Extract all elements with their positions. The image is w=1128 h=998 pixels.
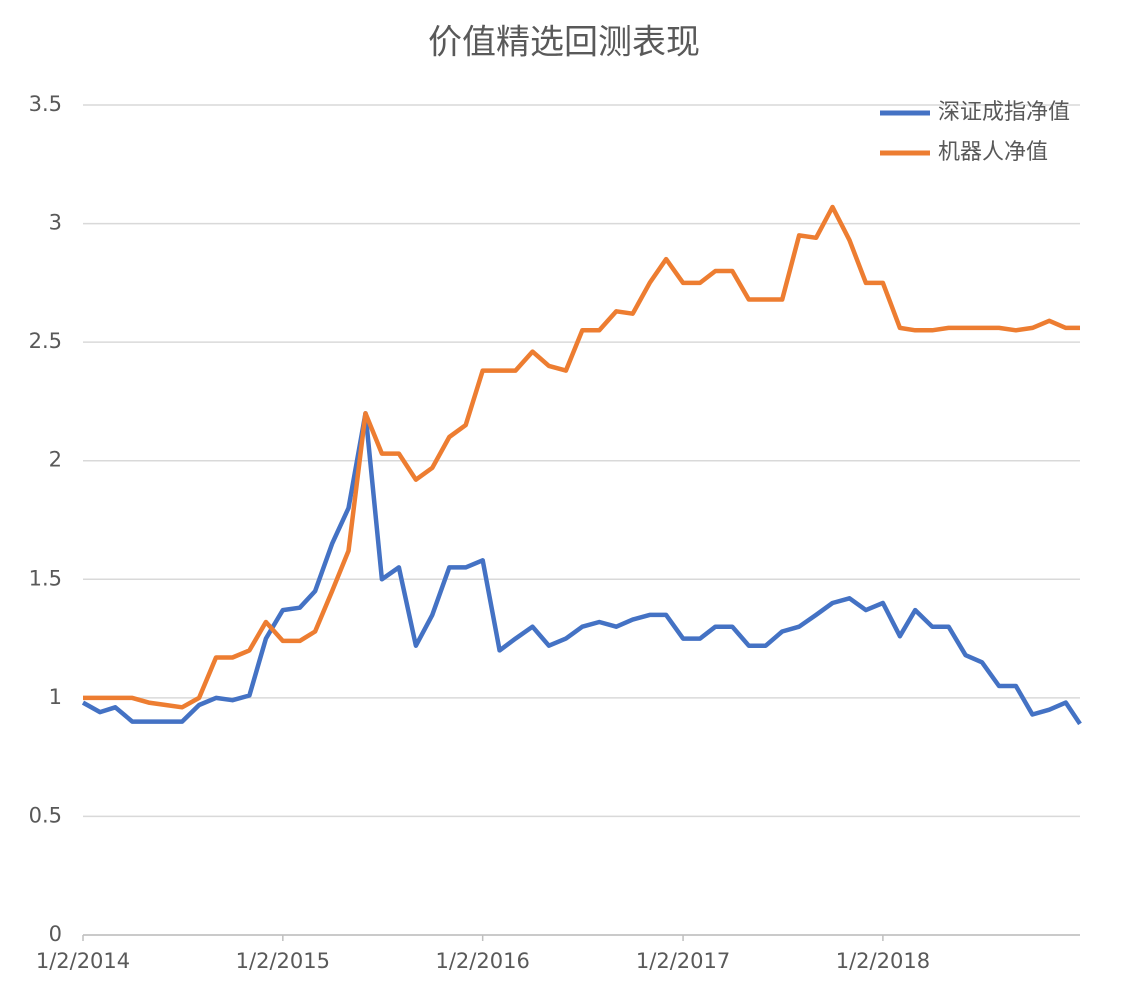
y-tick-label: 2 [49,448,62,472]
chart-title: 价值精选回测表现 [428,23,700,63]
x-tick-label: 1/2/2018 [836,949,930,973]
legend-label: 机器人净值 [938,140,1048,165]
y-tick-label: 0 [49,922,62,946]
y-tick-label: 3 [49,211,62,235]
y-tick-label: 3.5 [29,92,62,116]
y-tick-label: 1.5 [29,566,62,590]
y-tick-label: 0.5 [29,803,62,827]
y-tick-label: 1 [49,685,62,709]
series-line [81,411,1082,726]
x-tick-label: 1/2/2015 [236,949,330,973]
y-tick-label: 2.5 [29,329,62,353]
x-tick-label: 1/2/2017 [636,949,730,973]
x-tick-label: 1/2/2014 [36,949,130,973]
series-line [83,204,1080,710]
x-tick-label: 1/2/2016 [436,949,530,973]
legend-label: 深证成指净值 [938,100,1070,125]
